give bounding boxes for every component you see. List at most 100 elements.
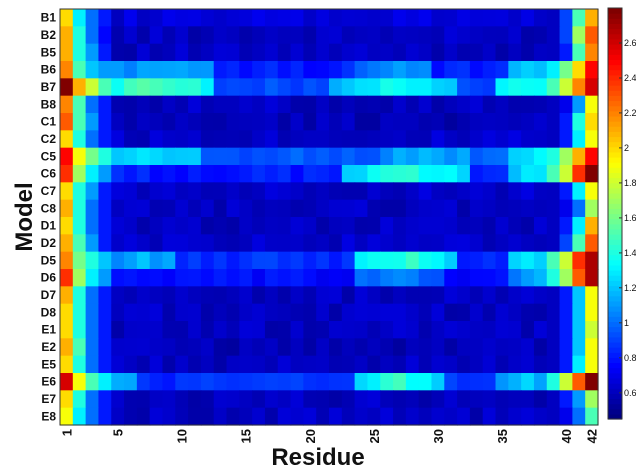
heatmap-cell [431,251,445,270]
heatmap-cell [367,61,381,79]
heatmap-cell [200,407,215,426]
colorbar-segment [608,326,622,333]
heatmap-cell [264,217,279,235]
heatmap-cell [303,269,317,287]
heatmap-cell [277,407,292,426]
heatmap-cell [290,26,304,45]
heatmap-cell [495,390,509,409]
heatmap-cell [482,182,497,201]
heatmap-cell [303,251,317,270]
heatmap-cell [521,234,535,253]
heatmap-cell [239,113,253,131]
colorbar-tick-label: 0.6 [624,388,636,398]
heatmap-cell [85,217,100,235]
colorbar-segment [608,54,622,60]
heatmap-cell [264,61,279,79]
heatmap-cell [533,182,548,201]
heatmap-cell [124,269,138,287]
heatmap-cell [482,373,497,391]
colorbar-segment [608,192,622,199]
heatmap-cell [354,407,369,426]
colorbar-segment [608,228,622,235]
heatmap-cell [367,234,381,253]
heatmap-cell [111,234,125,253]
heatmap-cell [469,251,484,270]
heatmap-cell [393,95,407,114]
colorbar-tick-label: 1.6 [624,213,636,223]
heatmap-cell [175,165,189,183]
heatmap-cell [508,95,522,114]
heatmap-cell [226,355,240,374]
heatmap-cell [367,286,381,305]
heatmap-cell [124,303,138,322]
heatmap-cell [341,61,356,79]
heatmap-cell [124,321,138,339]
heatmap-cell [380,251,394,270]
heatmap-cell [149,130,164,149]
heatmap-cell [341,130,356,149]
heatmap-cell [213,78,228,97]
heatmap-cell [559,321,573,339]
heatmap-cell [572,338,586,357]
heatmap-cell [213,338,228,357]
heatmap-cell [175,78,189,97]
heatmap-cell [457,251,471,270]
heatmap-cell [226,113,240,131]
heatmap-cell [572,199,586,218]
heatmap-cell [572,165,586,183]
heatmap-cell [277,355,292,374]
heatmap-cell [111,338,125,357]
heatmap-cell [559,147,573,166]
heatmap-cell [405,234,420,253]
heatmap-cell [367,355,381,374]
heatmap-cell [393,147,407,166]
heatmap-cell [418,95,433,114]
heatmap-cell [303,373,317,391]
heatmap-cell [418,113,433,131]
x-tick-label: 25 [367,429,382,443]
heatmap-cell [136,217,151,235]
y-tick-label: E7 [41,392,56,406]
heatmap-cell [559,390,573,409]
heatmap-cell [252,9,266,27]
heatmap-cell [559,130,573,149]
heatmap-cell [290,182,304,201]
heatmap-cell [175,26,189,45]
heatmap-cell [162,130,176,149]
colorbar-tick-label: 2 [624,143,629,153]
heatmap-cell [533,286,548,305]
heatmap-cell [546,130,561,149]
colorbar-segment [608,59,622,66]
heatmap-cell [213,355,228,374]
heatmap-cell [316,217,330,235]
heatmap-cell [469,199,484,218]
heatmap-cell [149,9,164,27]
colorbar-tick-label: 2.2 [624,108,636,118]
heatmap-cell [60,182,74,201]
heatmap-cell [546,321,561,339]
heatmap-cell [149,95,164,114]
heatmap-cell [341,165,356,183]
heatmap-cell [572,373,586,391]
heatmap-cell [533,78,548,97]
heatmap-cell [316,26,330,45]
heatmap-cell [136,303,151,322]
heatmap-cell [418,286,433,305]
heatmap-cell [136,113,151,131]
heatmap-cell [136,234,151,253]
heatmap-cell [521,9,535,27]
heatmap-cell [290,251,304,270]
heatmap-cell [559,182,573,201]
x-tick-label: 1 [59,429,74,436]
heatmap-cell [303,147,317,166]
heatmap-cell [559,407,573,426]
colorbar-segment [608,213,622,220]
heatmap-cell [277,373,292,391]
heatmap-cell [290,165,304,183]
colorbar-segment [608,383,622,389]
heatmap-cell [354,61,369,79]
heatmap-cell [508,26,522,45]
heatmap-cell [264,182,279,201]
heatmap-cell [162,251,176,270]
